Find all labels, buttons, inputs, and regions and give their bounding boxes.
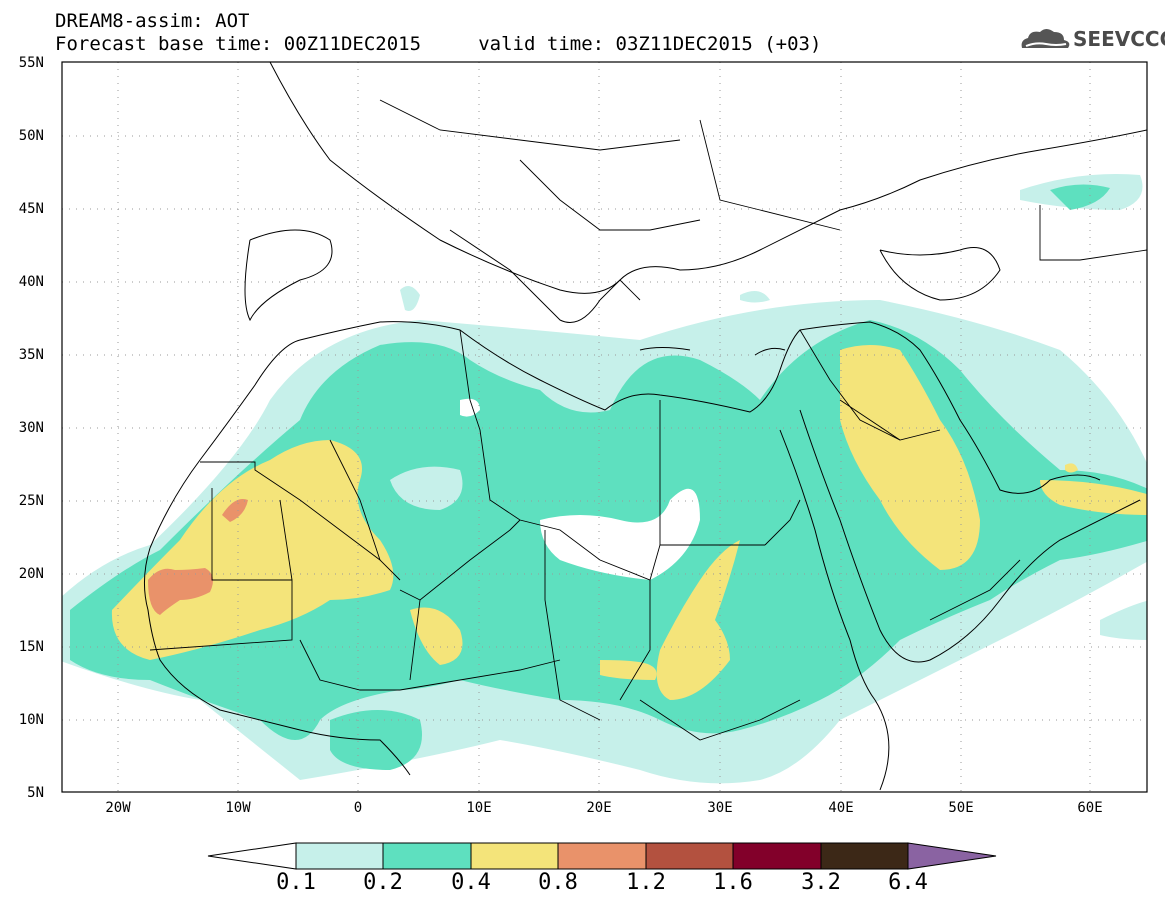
legend-swatch: [558, 843, 646, 869]
legend-swatch: [471, 843, 558, 869]
legend-swatch: [821, 843, 908, 869]
legend-threshold: 0.8: [528, 870, 588, 895]
legend-swatch: [296, 843, 383, 869]
legend-swatch: [383, 843, 471, 869]
legend-threshold: 3.2: [791, 870, 851, 895]
legend-threshold: 6.4: [878, 870, 938, 895]
legend-threshold: 0.2: [353, 870, 413, 895]
legend-threshold: 1.2: [616, 870, 676, 895]
legend-overflow-arrow: [908, 843, 996, 869]
legend-threshold: 0.1: [266, 870, 326, 895]
legend-swatch: [733, 843, 821, 869]
legend-threshold: 1.6: [703, 870, 763, 895]
legend-underflow-arrow: [208, 843, 296, 869]
legend-threshold: 0.4: [441, 870, 501, 895]
legend-swatch: [646, 843, 733, 869]
